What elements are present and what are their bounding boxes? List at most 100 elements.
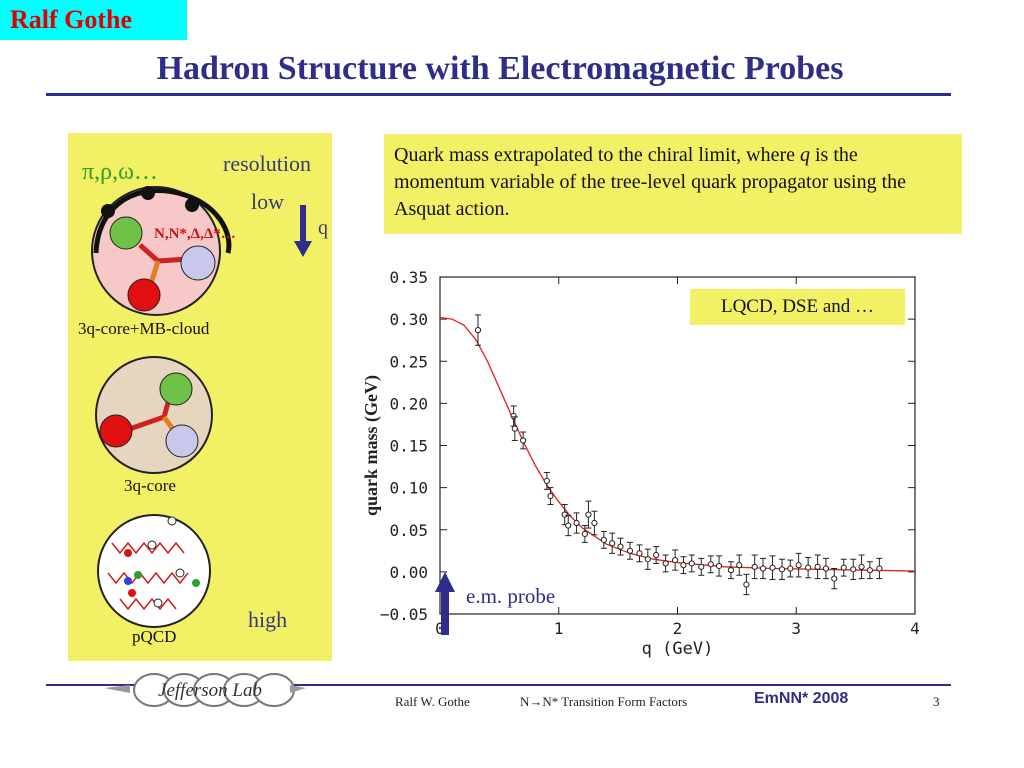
data-point [688, 560, 695, 567]
core-quark-red [99, 414, 133, 448]
callout-text-2: is the momentum variable of the tree-lev… [394, 144, 907, 220]
page-number: 3 [933, 694, 940, 709]
data-point [600, 536, 607, 543]
data-point [644, 556, 651, 563]
chart-annotation-box: LQCD, DSE and … [690, 289, 905, 325]
hadron-model-panel: π,ρ,ω… resolution low q N,N*,Δ,Δ*… 3q-co… [68, 133, 332, 661]
y-tick-label: 0.05 [389, 521, 428, 540]
data-point [743, 581, 750, 588]
data-point [547, 492, 554, 500]
data-point [822, 565, 830, 572]
data-point [680, 562, 687, 569]
data-point [751, 563, 758, 570]
parton-1 [124, 549, 132, 557]
data-point [715, 562, 723, 570]
x-tick-label: 4 [910, 619, 920, 638]
parton-7 [175, 568, 185, 578]
footer-conference: EmNN* 2008 [754, 690, 849, 707]
y-tick-label: 0.20 [389, 394, 428, 413]
data-point [736, 562, 743, 569]
probe-arrow-head [435, 572, 455, 592]
data-point [591, 519, 598, 527]
data-point [787, 565, 794, 572]
y-tick-label: 0.35 [389, 268, 428, 287]
data-point [520, 437, 527, 444]
callout-variable: q [799, 144, 810, 166]
data-point [698, 563, 705, 570]
probe-label: e.m. probe [466, 584, 556, 608]
gluon-lines [107, 541, 189, 611]
resolution-arrow-shaft [300, 205, 306, 245]
data-point [662, 560, 669, 567]
parton-4 [124, 577, 132, 585]
data-point [707, 561, 714, 568]
data-point [840, 564, 847, 571]
parton-6 [192, 579, 200, 587]
q-label: q [318, 217, 328, 239]
data-point [626, 547, 634, 554]
high-label: high [248, 607, 288, 632]
y-tick-label: 0.10 [389, 479, 428, 498]
data-point [609, 540, 616, 547]
y-tick-label: 0.25 [389, 352, 428, 371]
data-point [759, 565, 767, 572]
resonance-label: N,N*,Δ,Δ*… [154, 226, 236, 242]
low-label: low [251, 189, 284, 214]
data-point [850, 566, 857, 573]
resolution-label: resolution [223, 151, 311, 176]
parton-9 [153, 598, 163, 608]
data-point [573, 519, 580, 527]
x-axis-label: q (GeV) [642, 639, 714, 659]
data-point [727, 567, 735, 574]
parton-8 [128, 589, 136, 597]
resolution-arrow-head [294, 241, 312, 257]
data-point [653, 551, 660, 559]
title-divider [46, 93, 951, 96]
y-tick-label: 0.30 [389, 310, 428, 329]
quark-blue [180, 245, 216, 281]
data-point [474, 326, 482, 334]
callout-text-1: Quark mass extrapolated to the chiral li… [394, 144, 800, 166]
x-tick-label: 2 [673, 619, 683, 638]
cloud-model-label: 3q-core+MB-cloud [78, 319, 210, 338]
footer-author: Ralf W. Gothe [395, 694, 470, 709]
footer-divider [46, 684, 951, 686]
author-tag: Ralf Gothe [0, 0, 187, 40]
core-quark-blue [165, 424, 199, 458]
meson-dot-mid [141, 186, 155, 200]
x-tick-label: 0 [435, 619, 445, 638]
parton-5 [134, 571, 142, 579]
y-axis-label: quark mass (GeV) [361, 375, 382, 516]
data-point [866, 567, 873, 574]
data-point [636, 550, 643, 557]
data-point [581, 530, 588, 538]
data-point [617, 543, 624, 550]
y-tick-label: 0.00 [389, 563, 428, 582]
core-quark-green [159, 372, 193, 406]
parton-3 [167, 516, 177, 526]
meson-dot-right [185, 198, 199, 212]
footer-talk-title: N→N* Transition Form Factors [520, 694, 688, 709]
data-point [876, 565, 883, 572]
probe-arrow-shaft [441, 589, 449, 635]
x-tick-label: 1 [554, 619, 564, 638]
data-point [778, 566, 786, 573]
x-tick-label: 3 [791, 619, 801, 638]
meson-loop [93, 188, 232, 254]
data-point [510, 412, 517, 420]
data-point [814, 563, 821, 570]
data-point [543, 477, 550, 484]
data-point [585, 511, 592, 518]
data-point [858, 563, 865, 570]
slide-title: Hadron Structure with Electromagnetic Pr… [156, 50, 844, 87]
data-point [561, 511, 568, 518]
y-tick-label: 0.15 [389, 437, 428, 456]
core-model-label: 3q-core [124, 476, 176, 495]
jefferson-lab-logo: Jefferson Lab [104, 673, 306, 707]
data-point [565, 522, 572, 529]
pqcd-circle [97, 514, 211, 628]
data-point [511, 425, 518, 432]
data-point [769, 564, 776, 571]
pqcd-model-label: pQCD [132, 627, 177, 646]
quark-green [109, 216, 143, 250]
